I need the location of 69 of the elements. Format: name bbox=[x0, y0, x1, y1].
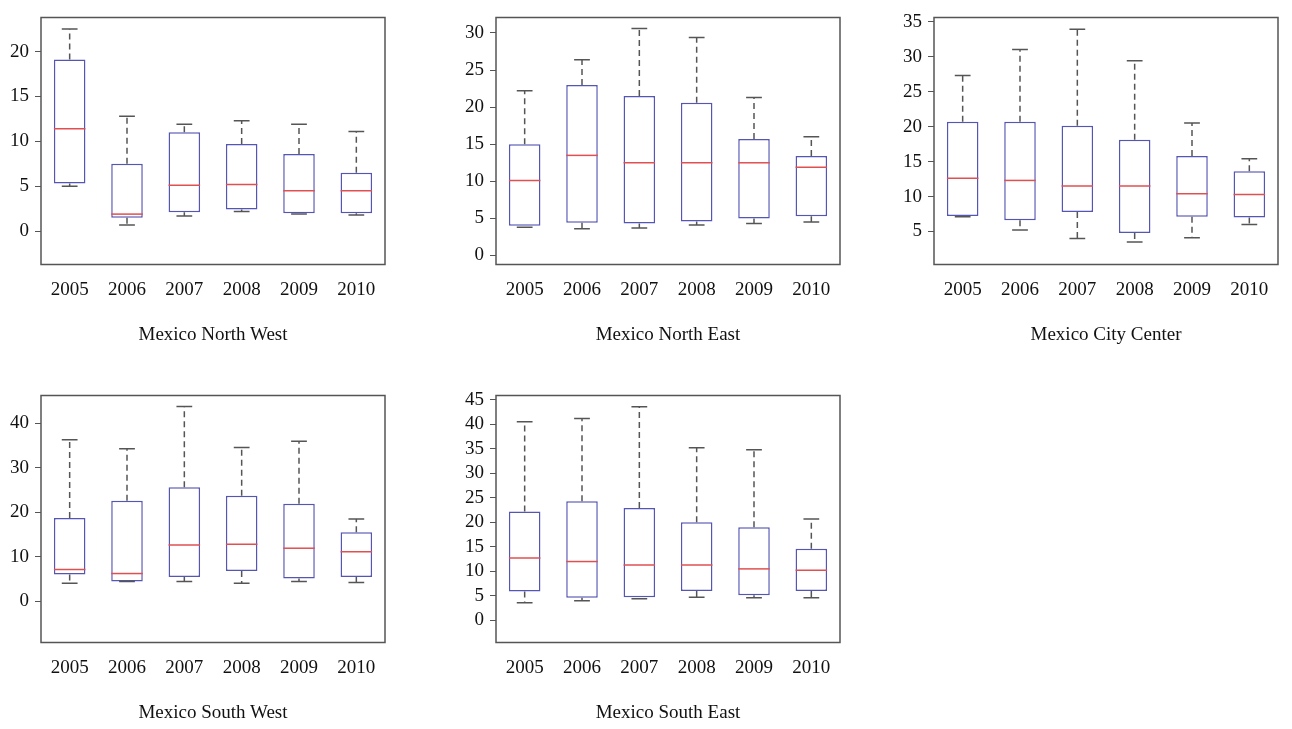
x-tick-label: 2008 bbox=[1115, 277, 1154, 299]
x-tick-label: 2008 bbox=[222, 655, 261, 677]
x-axis-title: Mexico North West bbox=[138, 322, 289, 344]
x-tick-label: 2010 bbox=[337, 277, 376, 299]
x-tick-label: 2005 bbox=[50, 655, 89, 677]
x-tick-label: 2008 bbox=[677, 655, 716, 677]
x-tick-label: 2009 bbox=[735, 655, 773, 677]
y-tick-label: 20 bbox=[465, 510, 484, 532]
x-axis-title: Mexico South West bbox=[138, 700, 289, 722]
x-tick-label: 2005 bbox=[505, 277, 544, 299]
x-tick-label: 2008 bbox=[222, 277, 261, 299]
x-tick-label: 2007 bbox=[165, 277, 204, 299]
y-tick-label: 15 bbox=[10, 84, 29, 106]
y-tick-label: 30 bbox=[903, 44, 922, 66]
y-tick-label: 35 bbox=[903, 9, 922, 31]
x-tick-label: 2009 bbox=[280, 277, 318, 299]
y-tick-label: 25 bbox=[465, 58, 484, 80]
x-tick-label: 2010 bbox=[792, 277, 831, 299]
x-tick-label: 2010 bbox=[337, 655, 376, 677]
y-tick-label: 10 bbox=[903, 184, 922, 206]
y-tick-label: 15 bbox=[465, 534, 484, 556]
x-tick-label: 2006 bbox=[563, 655, 601, 677]
y-tick-label: 0 bbox=[19, 589, 29, 611]
y-tick-label: 30 bbox=[465, 461, 484, 483]
y-tick-label: 20 bbox=[465, 95, 484, 117]
y-tick-label: 20 bbox=[10, 500, 29, 522]
y-tick-label: 10 bbox=[465, 169, 484, 191]
y-tick-label: 10 bbox=[10, 129, 29, 151]
y-tick-label: 40 bbox=[465, 412, 484, 434]
y-tick-label: 40 bbox=[10, 411, 29, 433]
x-axis-title: Mexico City Center bbox=[1030, 322, 1183, 344]
x-tick-label: 2006 bbox=[563, 277, 601, 299]
y-tick-label: 30 bbox=[465, 20, 484, 42]
x-tick-label: 2005 bbox=[50, 277, 89, 299]
y-tick-label: 35 bbox=[465, 436, 484, 458]
y-tick-label: 10 bbox=[10, 544, 29, 566]
x-axis-title: Mexico North East bbox=[595, 322, 742, 344]
x-tick-label: 2007 bbox=[165, 655, 204, 677]
y-tick-label: 0 bbox=[19, 219, 29, 241]
y-tick-label: 30 bbox=[10, 455, 29, 477]
x-tick-label: 2009 bbox=[1173, 277, 1211, 299]
y-tick-label: 5 bbox=[474, 583, 484, 605]
x-tick-label: 2007 bbox=[1058, 277, 1097, 299]
x-tick-label: 2006 bbox=[108, 655, 146, 677]
x-tick-label: 2006 bbox=[1001, 277, 1039, 299]
y-tick-label: 15 bbox=[465, 132, 484, 154]
x-tick-label: 2005 bbox=[943, 277, 982, 299]
y-tick-label: 0 bbox=[474, 243, 484, 265]
y-tick-label: 10 bbox=[465, 559, 484, 581]
x-tick-label: 2007 bbox=[620, 655, 659, 677]
x-tick-label: 2008 bbox=[677, 277, 716, 299]
x-tick-label: 2005 bbox=[505, 655, 544, 677]
y-tick-label: 5 bbox=[474, 206, 484, 228]
x-tick-label: 2007 bbox=[620, 277, 659, 299]
y-tick-label: 5 bbox=[912, 219, 922, 241]
y-tick-label: 25 bbox=[465, 485, 484, 507]
y-tick-label: 20 bbox=[10, 39, 29, 61]
x-axis-title: Mexico South East bbox=[595, 700, 742, 722]
y-tick-label: 20 bbox=[903, 114, 922, 136]
y-tick-label: 0 bbox=[474, 608, 484, 630]
x-tick-label: 2010 bbox=[1230, 277, 1269, 299]
x-tick-label: 2010 bbox=[792, 655, 831, 677]
y-tick-label: 15 bbox=[903, 149, 922, 171]
y-tick-label: 25 bbox=[903, 79, 922, 101]
y-tick-label: 5 bbox=[19, 174, 29, 196]
x-tick-label: 2006 bbox=[108, 277, 146, 299]
x-tick-label: 2009 bbox=[735, 277, 773, 299]
y-tick-label: 45 bbox=[465, 387, 484, 409]
x-tick-label: 2009 bbox=[280, 655, 318, 677]
